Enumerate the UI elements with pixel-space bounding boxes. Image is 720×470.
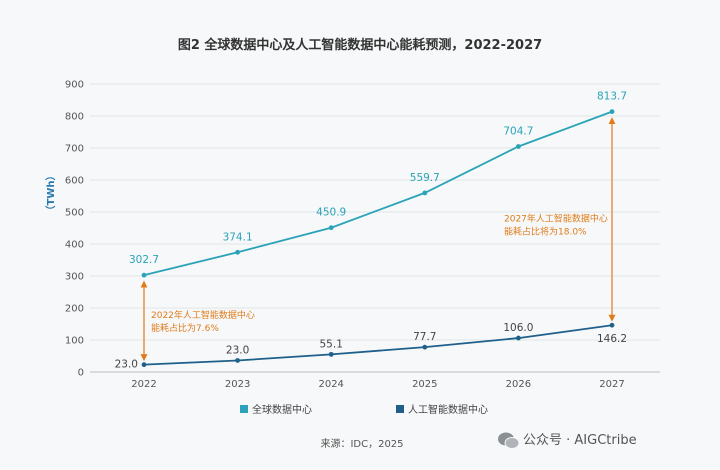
y-tick-label: 800 bbox=[65, 112, 84, 123]
y-tick-labels: 0 100 200 300 400 500 600 700 800 900 bbox=[65, 80, 84, 379]
data-point bbox=[141, 362, 147, 368]
y-tick-label: 500 bbox=[65, 208, 84, 219]
y-tick-label: 200 bbox=[65, 304, 84, 315]
x-tick-label: 2027 bbox=[599, 379, 624, 390]
y-tick-label: 100 bbox=[65, 336, 84, 347]
data-label: 813.7 bbox=[597, 91, 627, 103]
data-point bbox=[609, 109, 615, 115]
watermark: 公众号 · AIGCtribe bbox=[498, 432, 637, 449]
data-label: 55.1 bbox=[320, 338, 343, 350]
data-point bbox=[422, 344, 428, 350]
x-tick-labels: 2022 2023 2024 2025 2026 2027 bbox=[131, 379, 624, 390]
annotation-text: 能耗占比为7.6% bbox=[151, 322, 219, 334]
data-label: 374.1 bbox=[223, 231, 253, 243]
data-point bbox=[328, 351, 334, 357]
legend: 全球数据中心 人工智能数据中心 bbox=[240, 403, 488, 416]
chart-title: 图2 全球数据中心及人工智能数据中心能耗预测，2022-2027 bbox=[178, 37, 542, 53]
data-label: 23.0 bbox=[226, 344, 249, 356]
series-layer: 302.7 374.1 450.9 559.7 704.7 813.7 23.0 23.0 55… bbox=[115, 91, 627, 371]
data-point bbox=[328, 225, 334, 231]
data-point bbox=[609, 322, 615, 328]
data-label: 146.2 bbox=[597, 333, 627, 345]
y-tick-label: 0 bbox=[78, 368, 84, 379]
data-point bbox=[141, 272, 147, 278]
x-tick-label: 2025 bbox=[412, 379, 437, 390]
data-label: 302.7 bbox=[129, 254, 159, 266]
y-axis-label: （TWh） bbox=[44, 171, 57, 216]
series-line-0 bbox=[143, 110, 613, 277]
legend-label: 人工智能数据中心 bbox=[408, 403, 488, 416]
legend-swatch bbox=[396, 405, 404, 413]
series-line-1 bbox=[143, 324, 613, 366]
annotation-text: 2027年人工智能数据中心 bbox=[504, 213, 608, 225]
data-point bbox=[516, 335, 521, 341]
data-point bbox=[422, 190, 428, 196]
y-tick-label: 600 bbox=[65, 176, 84, 187]
data-label: 77.7 bbox=[413, 331, 436, 343]
x-tick-label: 2024 bbox=[318, 379, 343, 390]
legend-swatch bbox=[240, 405, 248, 413]
data-label: 450.9 bbox=[316, 207, 346, 219]
data-label: 106.0 bbox=[503, 322, 533, 334]
annotation-text: 能耗占比将为18.0% bbox=[504, 226, 587, 238]
y-tick-label: 700 bbox=[65, 144, 84, 155]
data-point bbox=[235, 249, 241, 255]
x-tick-label: 2023 bbox=[225, 379, 250, 390]
data-point bbox=[516, 144, 521, 149]
data-label: 23.0 bbox=[115, 359, 138, 371]
wechat-icon bbox=[498, 432, 520, 449]
watermark-text: 公众号 · AIGCtribe bbox=[523, 433, 637, 448]
data-label: 704.7 bbox=[503, 125, 533, 137]
legend-label: 全球数据中心 bbox=[252, 403, 312, 416]
x-tick-label: 2026 bbox=[506, 379, 531, 390]
data-label: 559.7 bbox=[410, 172, 440, 184]
y-tick-label: 900 bbox=[65, 80, 84, 91]
y-tick-label: 300 bbox=[65, 272, 84, 283]
x-tick-label: 2022 bbox=[131, 379, 156, 390]
annotation-text: 2022年人工智能数据中心 bbox=[151, 309, 255, 321]
source-note: 来源：IDC，2025 bbox=[320, 437, 403, 450]
y-tick-label: 400 bbox=[65, 240, 84, 251]
data-point bbox=[235, 358, 241, 363]
